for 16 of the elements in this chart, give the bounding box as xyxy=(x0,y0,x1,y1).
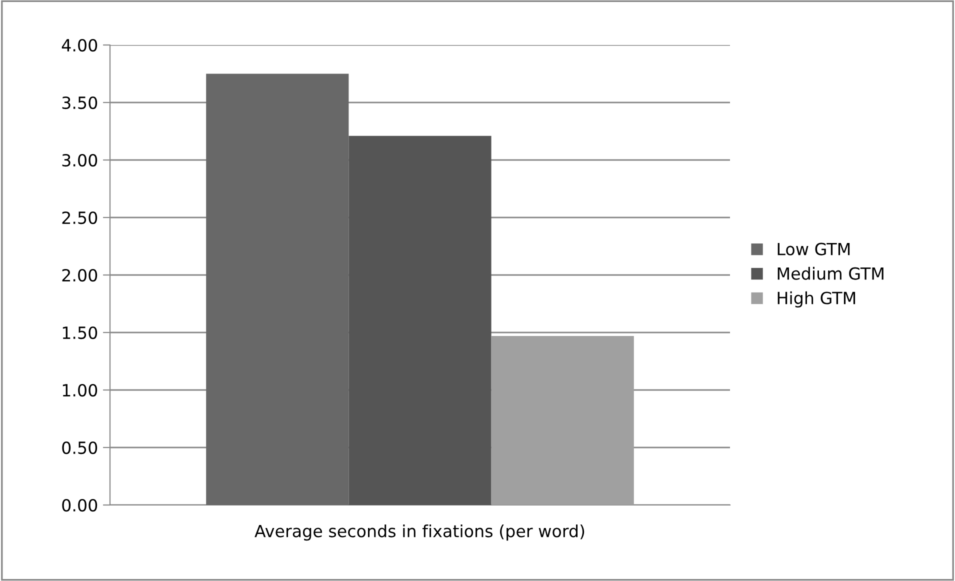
x-tick-label: Average seconds in fixations (per word) xyxy=(254,524,584,541)
y-tick-label: 3.50 xyxy=(62,96,98,110)
bar xyxy=(491,336,634,505)
y-tick-label: 1.50 xyxy=(62,326,98,340)
bar xyxy=(206,74,349,505)
y-tick-label: 2.00 xyxy=(62,268,98,282)
y-tick-label: 4.00 xyxy=(62,38,98,52)
legend-label: High GTM xyxy=(778,291,856,308)
bar xyxy=(348,136,492,505)
y-tick-label: 0.00 xyxy=(62,498,98,512)
y-tick-label: 2.50 xyxy=(62,211,98,224)
legend-label: Medium GTM xyxy=(778,266,884,280)
y-tick-label: 3.00 xyxy=(62,154,98,167)
legend-label: Low GTM xyxy=(778,242,850,256)
y-tick-label: 0.50 xyxy=(62,441,98,454)
y-tick-label: 1.00 xyxy=(62,384,98,397)
